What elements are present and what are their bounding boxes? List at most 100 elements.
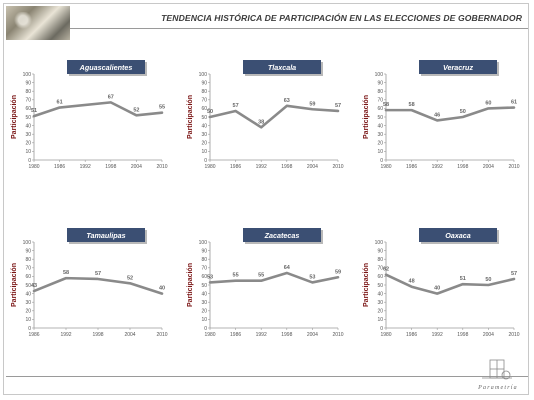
y-tick-label: 10 [377,317,383,323]
x-tick-label: 2004 [124,332,135,338]
y-tick-label: 40 [377,291,383,297]
y-tick-label: 10 [201,317,207,323]
x-tick-label: 1992 [80,164,91,170]
data-label: 48 [409,279,415,285]
y-tick-label: 20 [25,309,31,315]
x-tick-label: 1992 [432,164,443,170]
data-label: 51 [31,108,37,114]
x-tick-label: 1992 [256,332,267,338]
slide-frame [3,3,529,395]
data-label: 50 [460,109,466,115]
y-tick-label: 20 [377,309,383,315]
y-tick-label: 80 [377,257,383,263]
y-tick-label: 100 [375,240,384,246]
x-tick-label: 1986 [54,164,65,170]
y-tick-label: 50 [25,283,31,289]
y-tick-label: 70 [377,266,383,272]
y-tick-label: 50 [25,115,31,121]
x-tick-label: 1986 [406,164,417,170]
x-tick-label: 1986 [230,332,241,338]
data-label: 40 [159,286,165,292]
x-tick-label: 1980 [380,332,391,338]
data-label: 58 [409,102,415,108]
y-tick-label: 60 [377,106,383,112]
y-tick-label: 60 [25,274,31,280]
y-tick-label: 40 [201,291,207,297]
y-tick-label: 0 [380,326,383,332]
x-tick-label: 2004 [307,164,318,170]
title-badge [67,60,145,74]
x-tick-label: 1980 [28,164,39,170]
y-tick-label: 90 [25,80,31,86]
chart-oaxaca: 0 10 20 30 40 50 60 70 80 90 100 1980 1986 1992 1998 20… [363,228,520,338]
y-tick-label: 40 [377,123,383,129]
title-badge [419,228,497,242]
y-axis-title: Participación [11,263,18,307]
y-tick-label: 10 [377,149,383,155]
chart-title: Tlaxcala [268,63,296,72]
x-tick-label: 1992 [60,332,71,338]
data-label: 57 [511,271,517,277]
x-tick-label: 2010 [332,332,343,338]
y-tick-label: 60 [201,274,207,280]
y-tick-label: 100 [23,72,32,78]
y-axis-title: Participación [363,95,370,139]
data-label: 58 [383,102,389,108]
x-tick-label: 2004 [131,164,142,170]
y-tick-label: 0 [204,158,207,164]
y-tick-label: 80 [25,89,31,95]
data-label: 51 [460,276,466,282]
x-tick-label: 1986 [230,164,241,170]
y-tick-label: 40 [25,123,31,129]
x-tick-label: 2010 [508,332,519,338]
x-tick-label: 1980 [204,332,215,338]
y-tick-label: 30 [377,300,383,306]
data-label: 55 [233,273,239,279]
y-tick-label: 50 [377,283,383,289]
y-tick-label: 30 [201,132,207,138]
y-tick-label: 20 [201,309,207,315]
x-tick-label: 2004 [307,332,318,338]
data-label: 40 [434,286,440,292]
y-tick-label: 80 [201,89,207,95]
y-tick-label: 90 [377,80,383,86]
data-label: 43 [31,283,37,289]
data-label: 61 [511,100,517,106]
title-badge [67,228,145,242]
x-tick-label: 2010 [332,164,343,170]
y-tick-label: 50 [201,115,207,121]
chart-title: Tamaulipas [86,231,125,240]
y-tick-label: 10 [25,149,31,155]
y-tick-label: 10 [25,317,31,323]
data-label: 55 [258,273,264,279]
y-tick-label: 40 [25,291,31,297]
data-label: 60 [485,100,491,106]
series-line [384,273,516,295]
data-label: 53 [207,274,213,280]
y-tick-label: 70 [25,98,31,104]
y-tick-label: 20 [201,141,207,147]
data-label: 57 [335,103,341,109]
y-tick-label: 70 [201,266,207,272]
chart-title: Veracruz [443,63,474,72]
logo-text: Parametría [477,385,518,391]
y-tick-label: 30 [25,132,31,138]
x-tick-label: 1992 [432,332,443,338]
header-rule [70,28,528,29]
series-line [384,106,516,122]
data-label: 46 [434,112,440,118]
y-tick-label: 0 [28,326,31,332]
data-label: 55 [159,105,165,111]
x-tick-label: 1998 [281,164,292,170]
data-label: 52 [133,107,139,113]
data-label: 61 [57,100,63,106]
chart-tamaulipas: 0 10 20 30 40 50 60 70 80 90 100 1986 1992 1998 2004 20… [11,228,168,338]
data-label: 50 [207,109,213,115]
data-label: 64 [284,265,291,271]
y-tick-label: 30 [25,300,31,306]
y-tick-label: 100 [23,240,32,246]
y-tick-label: 50 [201,283,207,289]
y-tick-label: 60 [377,274,383,280]
data-label: 50 [485,277,491,283]
x-tick-label: 1986 [406,332,417,338]
